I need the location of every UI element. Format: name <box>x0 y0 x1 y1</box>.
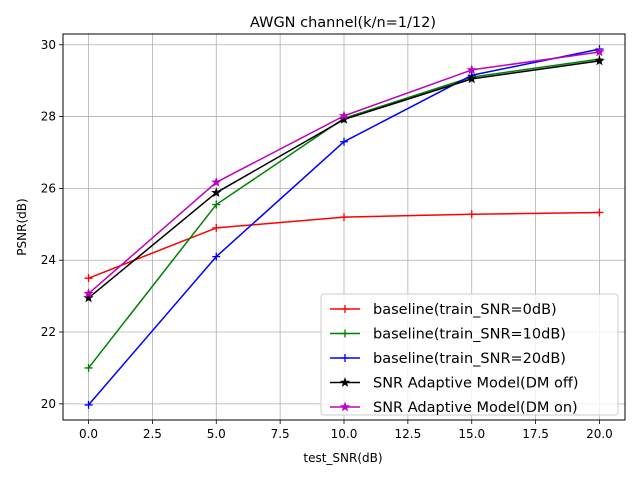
series-layer <box>83 45 605 409</box>
x-axis-label: test_SNR(dB) <box>303 451 382 465</box>
series-4 <box>83 55 605 303</box>
series-1 <box>84 208 604 283</box>
plus-marker <box>467 210 476 219</box>
x-tick-label: 5.0 <box>207 427 226 441</box>
x-axis-ticks: 0.0 2.5 5.0 7.5 10.0 12.5 15.0 17.5 20.0 <box>79 420 613 441</box>
x-tick-label: 12.5 <box>395 427 422 441</box>
y-tick-label: 28 <box>41 110 56 124</box>
x-tick-label: 17.5 <box>522 427 549 441</box>
plus-marker <box>212 252 221 261</box>
legend-items: baseline(train_SNR=0dB) baseline(train_SN… <box>330 302 579 416</box>
legend-box <box>320 293 619 416</box>
plus-marker <box>341 329 349 338</box>
x-tick-label: 15.0 <box>458 427 485 441</box>
legend-entry: SNR Adaptive Model(DM on) <box>330 400 578 416</box>
star-marker <box>83 288 94 298</box>
series-5 <box>83 46 605 298</box>
legend-entry: baseline(train_SNR=10dB) <box>330 327 566 343</box>
x-tick-label: 0.0 <box>79 427 98 441</box>
plus-marker <box>84 274 93 283</box>
y-tick-label: 22 <box>41 325 56 339</box>
legend-label: baseline(train_SNR=20dB) <box>373 351 566 367</box>
star-marker <box>339 377 351 387</box>
plus-marker <box>340 137 348 146</box>
plus-marker <box>340 213 348 222</box>
plus-marker <box>341 354 349 362</box>
chart-title: AWGN channel(k/n=1/12) <box>250 15 436 31</box>
legend-label: SNR Adaptive Model(DM on) <box>373 400 578 416</box>
legend-entry: SNR Adaptive Model(DM off) <box>330 376 579 392</box>
plus-marker <box>595 208 604 217</box>
star-marker <box>211 187 222 198</box>
plus-marker <box>212 200 221 209</box>
legend-entry: baseline(train_SNR=20dB) <box>330 351 566 367</box>
star-marker <box>594 46 605 57</box>
y-tick-label: 26 <box>41 181 56 195</box>
legend-label: SNR Adaptive Model(DM off) <box>373 376 579 392</box>
star-marker <box>338 110 350 121</box>
y-tick-label: 20 <box>41 397 56 411</box>
x-tick-label: 7.5 <box>271 427 290 441</box>
star-marker <box>83 292 94 303</box>
plus-marker <box>84 363 93 372</box>
star-marker <box>339 401 351 412</box>
star-marker <box>466 73 477 84</box>
y-axis-ticks: 20 22 24 26 28 30 <box>41 38 63 411</box>
legend-entry: baseline(train_SNR=0dB) <box>330 302 557 318</box>
plus-marker <box>212 223 221 232</box>
plus-marker <box>341 305 349 313</box>
legend-label: baseline(train_SNR=0dB) <box>373 302 557 318</box>
x-tick-label: 10.0 <box>331 427 358 441</box>
star-marker <box>594 55 605 66</box>
x-tick-label: 20.0 <box>586 427 613 441</box>
star-marker <box>466 64 477 75</box>
y-tick-label: 30 <box>41 38 56 52</box>
y-axis-label: PSNR(dB) <box>15 198 29 255</box>
legend-label: baseline(train_SNR=10dB) <box>373 327 566 343</box>
plus-marker <box>84 400 93 409</box>
star-marker <box>211 176 222 187</box>
x-tick-label: 2.5 <box>143 427 162 441</box>
y-tick-label: 24 <box>41 253 56 267</box>
legend: baseline(train_SNR=0dB) baseline(train_SN… <box>320 293 619 416</box>
